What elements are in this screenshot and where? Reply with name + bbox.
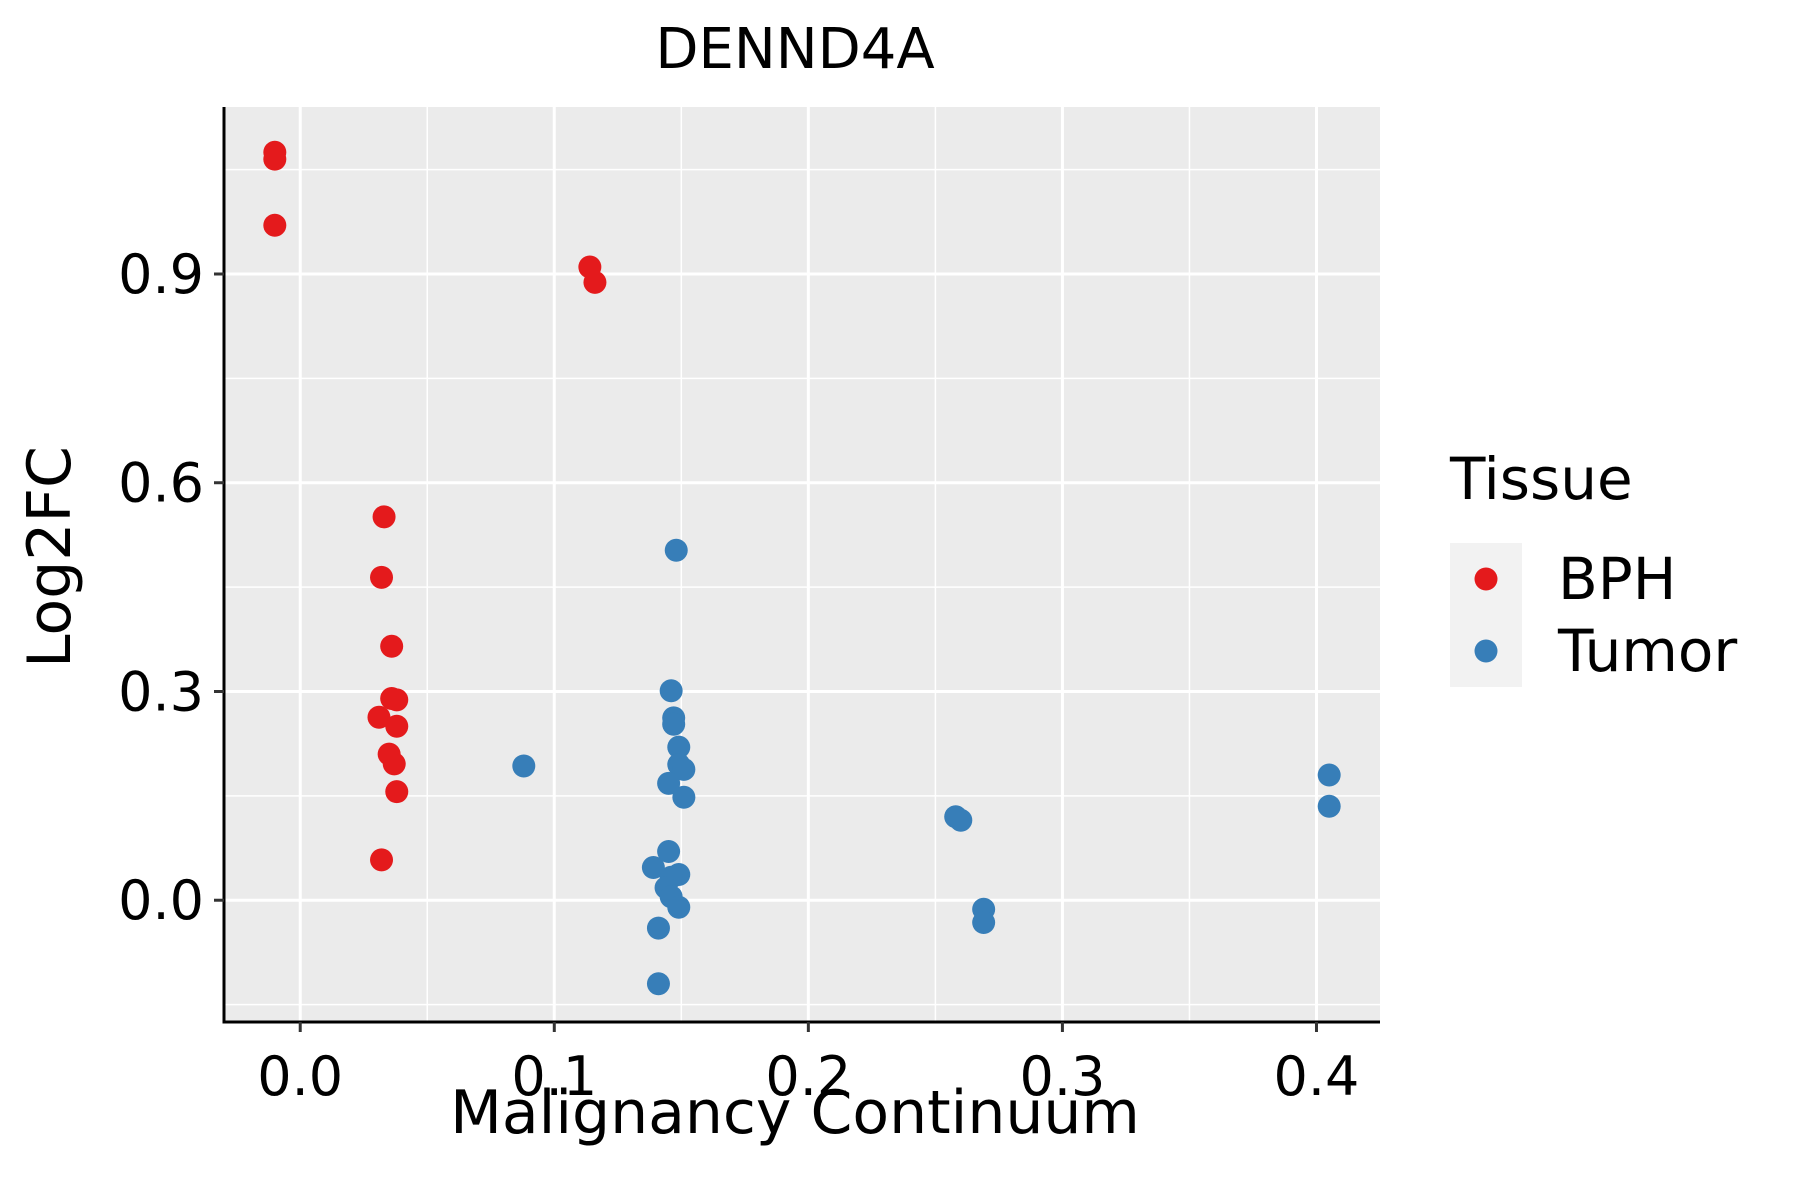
x-tick-label: 0.2 — [765, 1045, 851, 1108]
point-tumor — [512, 754, 536, 778]
point-bph — [370, 848, 394, 872]
point-tumor — [646, 916, 670, 940]
point-tumor — [667, 895, 691, 919]
point-tumor — [949, 808, 973, 832]
point-bph — [370, 565, 394, 589]
point-tumor — [659, 679, 683, 703]
legend-label-tumor: Tumor — [1557, 617, 1737, 685]
x-tick-label: 0.1 — [511, 1045, 597, 1108]
point-bph — [372, 505, 396, 529]
point-tumor — [646, 972, 670, 996]
point-tumor — [657, 840, 681, 864]
x-tick-label: 0.3 — [1019, 1045, 1105, 1108]
y-tick-label: 0.0 — [118, 869, 204, 932]
panel-background — [224, 107, 1380, 1022]
y-tick-label: 0.3 — [118, 660, 204, 723]
point-tumor — [664, 538, 688, 562]
y-tick-label: 0.6 — [118, 452, 204, 515]
point-tumor — [657, 771, 681, 795]
plot-area: 0.0 0.1 0.2 0.3 0.4 0.0 0.3 0.6 0.9 — [118, 107, 1380, 1108]
point-tumor — [672, 785, 696, 809]
point-bph — [385, 714, 409, 738]
chart-title: DENND4A — [655, 17, 934, 82]
point-tumor — [667, 735, 691, 759]
point-bph — [382, 752, 406, 776]
point-bph — [583, 270, 607, 294]
legend-key-bph — [1474, 567, 1498, 591]
point-bph — [385, 688, 409, 712]
legend-title: Tissue — [1449, 445, 1633, 513]
point-bph — [263, 147, 287, 171]
x-axis-title: Malignancy Continuum — [450, 1078, 1140, 1148]
y-tick-label: 0.9 — [118, 243, 204, 306]
legend-label-bph: BPH — [1558, 545, 1676, 613]
legend-key-tumor — [1474, 639, 1498, 663]
point-tumor — [672, 757, 696, 781]
point-tumor — [1317, 794, 1341, 818]
point-bph — [367, 705, 391, 729]
point-bph — [380, 634, 404, 658]
point-tumor — [972, 910, 996, 934]
x-tick-label: 0.0 — [257, 1045, 343, 1108]
y-axis-title: Log2FC — [15, 446, 85, 668]
x-tick-label: 0.4 — [1274, 1045, 1360, 1108]
point-bph — [385, 780, 409, 804]
point-tumor — [662, 712, 686, 736]
point-tumor — [641, 856, 665, 880]
point-bph — [263, 213, 287, 237]
point-tumor — [1317, 763, 1341, 787]
